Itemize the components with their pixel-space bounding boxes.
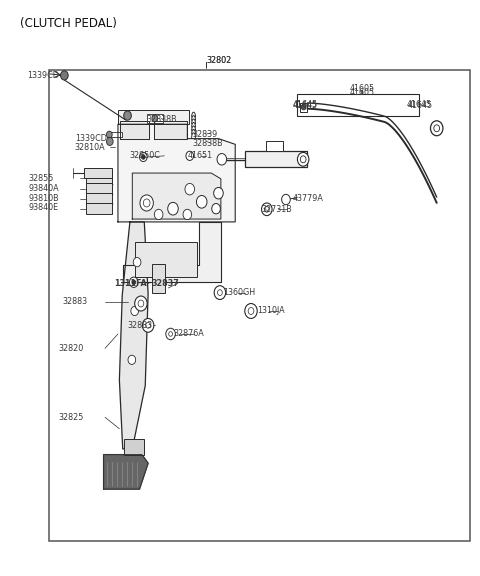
Circle shape xyxy=(217,154,227,165)
Circle shape xyxy=(298,153,309,166)
Text: 41605: 41605 xyxy=(350,84,375,93)
Text: 32810A: 32810A xyxy=(75,143,106,151)
Circle shape xyxy=(264,206,269,212)
Circle shape xyxy=(196,195,207,208)
Text: 32850C: 32850C xyxy=(130,151,161,160)
Bar xyxy=(135,242,197,276)
Bar xyxy=(298,94,420,116)
Text: 41645: 41645 xyxy=(408,101,432,110)
Text: 1310JA: 1310JA xyxy=(257,306,284,316)
Circle shape xyxy=(124,111,132,120)
Text: 32802: 32802 xyxy=(206,56,232,65)
Text: 41651: 41651 xyxy=(187,151,213,160)
Circle shape xyxy=(155,209,163,219)
Text: 32731B: 32731B xyxy=(262,205,292,214)
Text: 1339CD: 1339CD xyxy=(27,71,59,80)
Circle shape xyxy=(140,153,147,162)
Circle shape xyxy=(245,304,257,319)
Polygon shape xyxy=(132,173,221,219)
Circle shape xyxy=(217,290,222,295)
Circle shape xyxy=(214,187,223,199)
Bar xyxy=(245,151,307,168)
Text: 32855: 32855 xyxy=(28,175,54,183)
Bar xyxy=(86,183,112,195)
Circle shape xyxy=(132,280,136,285)
Circle shape xyxy=(60,71,68,80)
Circle shape xyxy=(262,203,272,215)
Polygon shape xyxy=(104,454,148,489)
Circle shape xyxy=(166,328,175,340)
Text: 41645: 41645 xyxy=(293,101,318,110)
Circle shape xyxy=(431,121,443,136)
Text: 1311FA: 1311FA xyxy=(115,279,147,288)
Bar xyxy=(124,438,144,454)
Circle shape xyxy=(168,202,178,215)
Bar xyxy=(86,193,112,204)
Text: (CLUTCH PEDAL): (CLUTCH PEDAL) xyxy=(20,17,117,30)
Text: 93810B: 93810B xyxy=(28,194,59,203)
Text: 43779A: 43779A xyxy=(293,194,324,203)
Polygon shape xyxy=(123,222,221,282)
Circle shape xyxy=(107,131,112,138)
Polygon shape xyxy=(120,122,149,139)
Bar xyxy=(300,103,308,112)
Circle shape xyxy=(135,296,147,311)
Circle shape xyxy=(152,115,157,122)
Text: 1360GH: 1360GH xyxy=(223,288,255,297)
Bar xyxy=(108,132,122,138)
Bar xyxy=(266,141,283,151)
Circle shape xyxy=(301,104,306,110)
Text: 32876A: 32876A xyxy=(173,329,204,339)
Circle shape xyxy=(214,286,226,300)
Bar xyxy=(86,203,112,214)
Circle shape xyxy=(144,199,150,207)
Circle shape xyxy=(185,183,194,195)
Bar xyxy=(147,114,163,123)
Circle shape xyxy=(140,195,154,211)
Polygon shape xyxy=(118,124,235,222)
Circle shape xyxy=(130,277,138,287)
Text: 41645: 41645 xyxy=(293,100,318,109)
Text: 1339CD: 1339CD xyxy=(75,134,107,143)
Bar xyxy=(48,70,470,541)
Circle shape xyxy=(146,323,151,328)
Circle shape xyxy=(143,319,154,332)
Circle shape xyxy=(131,306,139,316)
Text: 32838B: 32838B xyxy=(147,115,177,124)
Text: 41645: 41645 xyxy=(407,100,432,109)
Bar xyxy=(118,110,189,124)
Circle shape xyxy=(434,125,440,132)
Circle shape xyxy=(183,209,192,219)
Bar xyxy=(152,264,165,293)
Text: 32839: 32839 xyxy=(192,130,217,138)
Text: 32837: 32837 xyxy=(152,279,179,288)
Circle shape xyxy=(128,355,136,365)
Circle shape xyxy=(212,203,220,214)
Text: 32838B: 32838B xyxy=(192,139,223,147)
Circle shape xyxy=(300,156,306,163)
Text: 32825: 32825 xyxy=(58,413,84,422)
Circle shape xyxy=(138,300,144,307)
Text: 32883: 32883 xyxy=(62,297,87,306)
Polygon shape xyxy=(120,222,148,449)
Text: 32820: 32820 xyxy=(58,344,84,353)
Circle shape xyxy=(248,308,254,314)
Text: 32883: 32883 xyxy=(128,321,153,330)
Circle shape xyxy=(107,138,113,146)
Circle shape xyxy=(186,151,193,161)
Circle shape xyxy=(133,257,141,267)
Circle shape xyxy=(168,332,172,336)
Text: 93840A: 93840A xyxy=(28,184,59,193)
Bar xyxy=(84,169,112,177)
Text: 93840E: 93840E xyxy=(28,203,59,212)
Text: 41605: 41605 xyxy=(350,88,375,97)
Polygon shape xyxy=(154,122,187,139)
Circle shape xyxy=(282,194,290,204)
Text: 32802: 32802 xyxy=(206,56,232,65)
Circle shape xyxy=(142,155,145,160)
Bar xyxy=(86,172,112,183)
